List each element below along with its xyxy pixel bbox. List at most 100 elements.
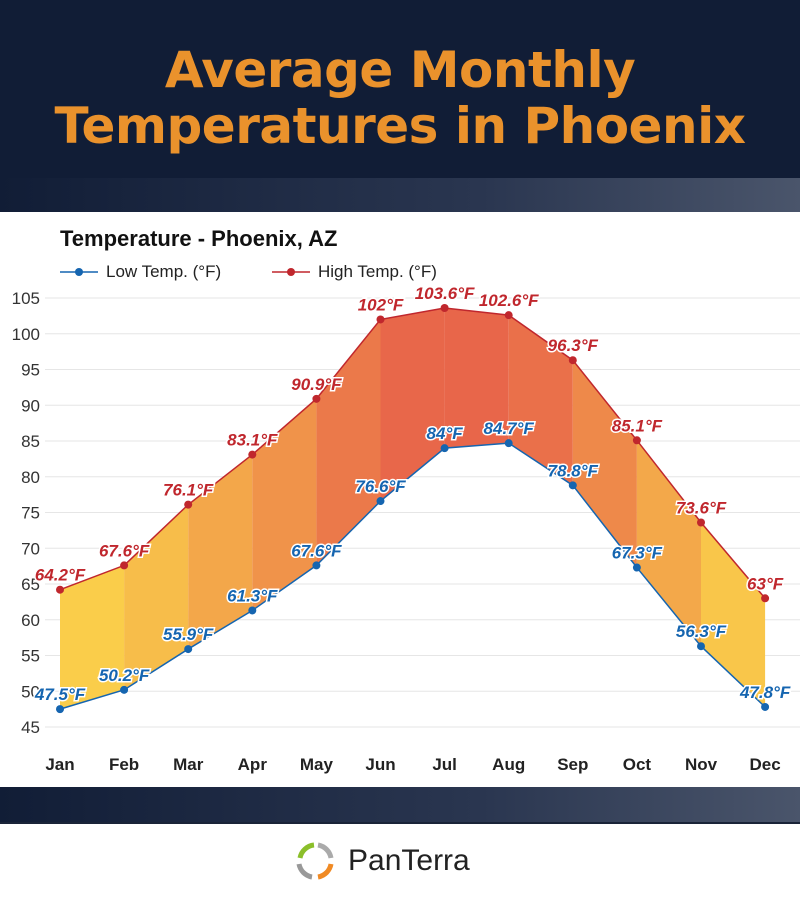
data-point-high (312, 394, 321, 403)
x-tick-label: Feb (109, 755, 139, 774)
legend-item-low[interactable]: Low Temp. (°F) (60, 262, 221, 282)
data-label-low: 55.9°F (163, 625, 214, 644)
x-tick-label: Oct (623, 755, 652, 774)
range-fill-segment (60, 565, 125, 710)
data-point-high (761, 594, 770, 603)
data-point-low (248, 606, 257, 615)
panterra-logo-icon (296, 842, 334, 880)
range-fill-segment (572, 360, 637, 568)
y-tick-label: 75 (21, 504, 40, 523)
data-label-high: 103.6°F (415, 284, 475, 303)
header-band (0, 178, 800, 212)
range-fill-segment (701, 522, 766, 707)
y-tick-label: 60 (21, 611, 40, 630)
data-point-high (568, 356, 577, 365)
data-label-high: 83.1°F (227, 431, 278, 450)
data-label-high: 96.3°F (548, 336, 599, 355)
low-series-marker-icon (60, 268, 98, 276)
range-fill-segment (636, 440, 701, 647)
x-tick-label: May (300, 755, 334, 774)
y-tick-label: 55 (21, 647, 40, 666)
range-fill-segment (252, 398, 317, 611)
data-point-low (376, 497, 385, 506)
data-label-low: 84.7°F (484, 419, 535, 438)
footer-band (0, 787, 800, 824)
range-fill-segment (188, 454, 253, 650)
data-point-low (56, 705, 64, 714)
x-tick-label: Mar (173, 755, 204, 774)
range-fill-segment (380, 308, 445, 502)
y-tick-label: 100 (12, 325, 40, 344)
x-tick-label: Aug (492, 755, 525, 774)
data-point-high (120, 561, 129, 570)
y-tick-label: 45 (21, 718, 40, 737)
data-label-high: 76.1°F (163, 481, 214, 500)
data-point-high (504, 311, 513, 320)
data-label-high: 67.6°F (99, 541, 150, 560)
data-label-high: 85.1°F (612, 416, 663, 435)
title-line-1: Average Monthly (164, 41, 636, 99)
data-point-low (761, 702, 770, 711)
legend-label-high: High Temp. (°F) (318, 262, 437, 281)
data-label-low: 56.3°F (676, 622, 727, 641)
data-label-low: 67.6°F (291, 541, 342, 560)
y-tick-label: 105 (12, 289, 40, 308)
data-point-high (56, 585, 64, 594)
range-fill-segment (316, 319, 381, 566)
x-tick-label: Nov (685, 755, 718, 774)
legend-label-low: Low Temp. (°F) (106, 262, 222, 281)
data-point-low (568, 481, 577, 490)
data-point-low (312, 561, 321, 570)
data-label-high: 73.6°F (676, 499, 727, 518)
data-label-high: 102°F (358, 295, 404, 314)
range-fill-segment (508, 315, 573, 486)
data-point-low (697, 642, 705, 651)
data-point-high (376, 315, 385, 324)
x-tick-label: Apr (238, 755, 268, 774)
data-point-low (632, 563, 641, 572)
chart-title: Temperature - Phoenix, AZ (60, 226, 338, 251)
data-label-low: 47.5°F (34, 685, 86, 704)
x-tick-label: Jul (432, 755, 457, 774)
panterra-logo: PanTerra (292, 838, 470, 884)
data-point-low (184, 645, 193, 654)
data-label-low: 76.6°F (355, 477, 406, 496)
data-point-high (632, 436, 641, 445)
data-label-low: 84°F (427, 424, 464, 443)
header: Average Monthly Temperatures in Phoenix (0, 0, 800, 178)
data-point-low (120, 685, 129, 694)
x-tick-label: Sep (557, 755, 588, 774)
y-tick-label: 70 (21, 539, 40, 558)
title-line-2: Temperatures in Phoenix (54, 97, 746, 155)
series-line-low (59, 442, 766, 710)
data-label-low: 61.3°F (227, 586, 278, 605)
data-label-low: 78.8°F (548, 461, 599, 480)
y-tick-label: 50 (21, 682, 40, 701)
legend-item-high[interactable]: High Temp. (°F) (272, 262, 437, 282)
data-label-high: 63°F (747, 574, 784, 593)
series-line-high (59, 307, 766, 599)
y-tick-label: 80 (21, 468, 40, 487)
data-label-high: 90.9°F (291, 375, 342, 394)
data-point-low (504, 439, 513, 448)
range-fill-segment (444, 308, 509, 449)
y-tick-label: 65 (21, 575, 40, 594)
data-label-high: 64.2°F (35, 566, 86, 585)
data-label-low: 67.3°F (612, 544, 663, 563)
high-series-marker-icon (272, 268, 310, 276)
y-tick-label: 90 (21, 396, 40, 415)
data-label-low: 47.8°F (739, 683, 791, 702)
x-tick-label: Jan (45, 755, 74, 774)
x-tick-label: Dec (750, 755, 781, 774)
data-label-low: 50.2°F (99, 666, 150, 685)
temperature-chart: 45 50 55 60 65 70 75 80 85 90 95 100 105 Jan Feb Mar Apr… (12, 283, 800, 774)
page-title: Average Monthly Temperatures in Phoenix (0, 42, 800, 154)
y-tick-label: 85 (21, 432, 40, 451)
data-label-high: 102.6°F (479, 291, 539, 310)
range-fill-segment (124, 504, 189, 690)
x-tick-label: Jun (365, 755, 395, 774)
data-point-high (184, 500, 193, 509)
data-point-low (440, 444, 449, 453)
data-point-high (697, 518, 705, 527)
y-tick-label: 95 (21, 361, 40, 380)
